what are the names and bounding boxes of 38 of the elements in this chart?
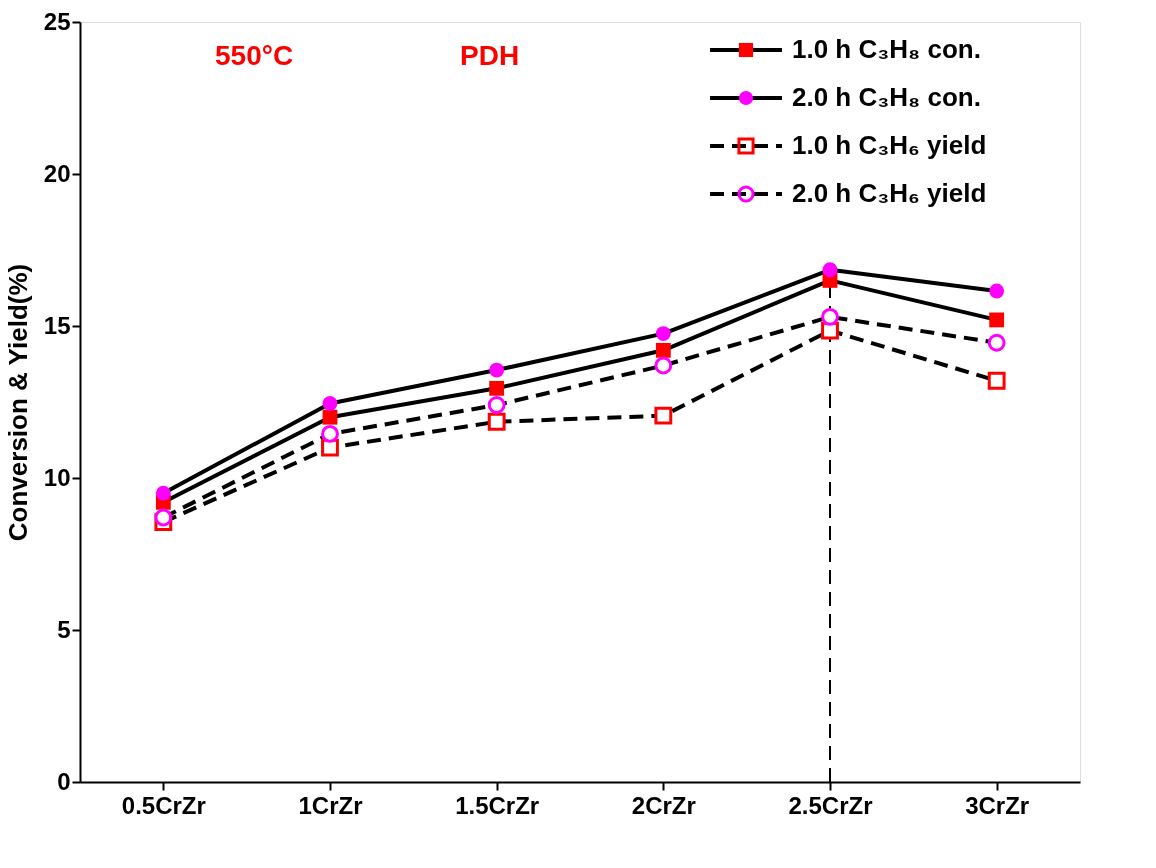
point: [154, 508, 173, 527]
legend-label: 2.0 h C₃H₆ yield: [792, 178, 987, 208]
point: [987, 371, 1006, 390]
x-tick-label: 1.5CrZr: [455, 791, 540, 819]
y-tick-label: 25: [43, 7, 71, 35]
legend-label: 1.0 h C₃H₆ yield: [792, 130, 987, 160]
annotation: 550°C: [215, 40, 294, 71]
y-tick-label: 10: [43, 463, 71, 491]
point: [822, 262, 838, 278]
y-tick-label: 5: [57, 615, 71, 643]
point: [322, 409, 338, 425]
legend-label: 2.0 h C₃H₈ con.: [792, 82, 981, 112]
x-tick-label: 0.5CrZr: [121, 791, 206, 819]
x-tick-label: 3CrZr: [965, 791, 1030, 819]
x-tick-label: 2.5CrZr: [788, 791, 873, 819]
point: [655, 342, 671, 358]
point: [489, 380, 505, 396]
y-axis-title: Conversion & Yield(%): [2, 263, 33, 542]
point: [155, 485, 171, 501]
point: [655, 326, 671, 341]
point: [321, 425, 339, 443]
point: [654, 406, 673, 425]
point: [989, 312, 1005, 328]
x-tick-label: 1CrZr: [298, 791, 363, 819]
point: [654, 356, 673, 375]
annotation: PDH: [460, 40, 520, 71]
point: [322, 396, 338, 411]
x-tick-label: 2CrZr: [631, 791, 696, 819]
point: [489, 362, 505, 378]
legend-label: 1.0 h C₃H₈ con.: [792, 34, 981, 64]
y-tick-label: 20: [43, 159, 71, 187]
y-tick-label: 15: [43, 311, 71, 339]
point: [487, 396, 506, 414]
point: [821, 307, 839, 326]
point: [989, 283, 1005, 299]
point: [487, 412, 506, 431]
y-tick-label: 0: [57, 767, 71, 795]
point: [987, 333, 1006, 352]
